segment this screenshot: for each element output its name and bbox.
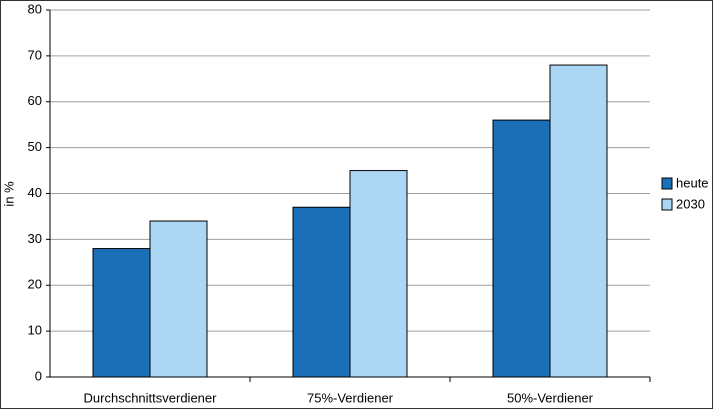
- bar: [549, 64, 608, 378]
- y-tick-label: 10: [28, 323, 42, 338]
- legend-label: heute: [676, 175, 709, 190]
- bar: [492, 119, 551, 378]
- y-tick-label: 40: [28, 185, 42, 200]
- y-tick-label: 30: [28, 231, 42, 246]
- bar: [92, 248, 151, 378]
- y-tick-label: 70: [28, 47, 42, 62]
- y-tick-label: 0: [35, 368, 42, 383]
- x-tick-label: 75%-Verdiener: [307, 390, 394, 405]
- x-tick-label: Durchschnittsverdiener: [84, 390, 218, 405]
- bar: [292, 206, 351, 378]
- y-tick-label: 20: [28, 277, 42, 292]
- y-axis-label: in %: [1, 181, 16, 207]
- legend-swatch: [661, 198, 673, 211]
- legend-swatch: [661, 177, 673, 190]
- y-tick-label: 50: [28, 139, 42, 154]
- legend-label: 2030: [676, 196, 705, 211]
- y-tick-label: 60: [28, 93, 42, 108]
- bar: [149, 220, 208, 378]
- bar: [349, 170, 408, 378]
- y-tick-label: 80: [28, 1, 42, 16]
- x-tick-label: 50%-Verdiener: [507, 390, 594, 405]
